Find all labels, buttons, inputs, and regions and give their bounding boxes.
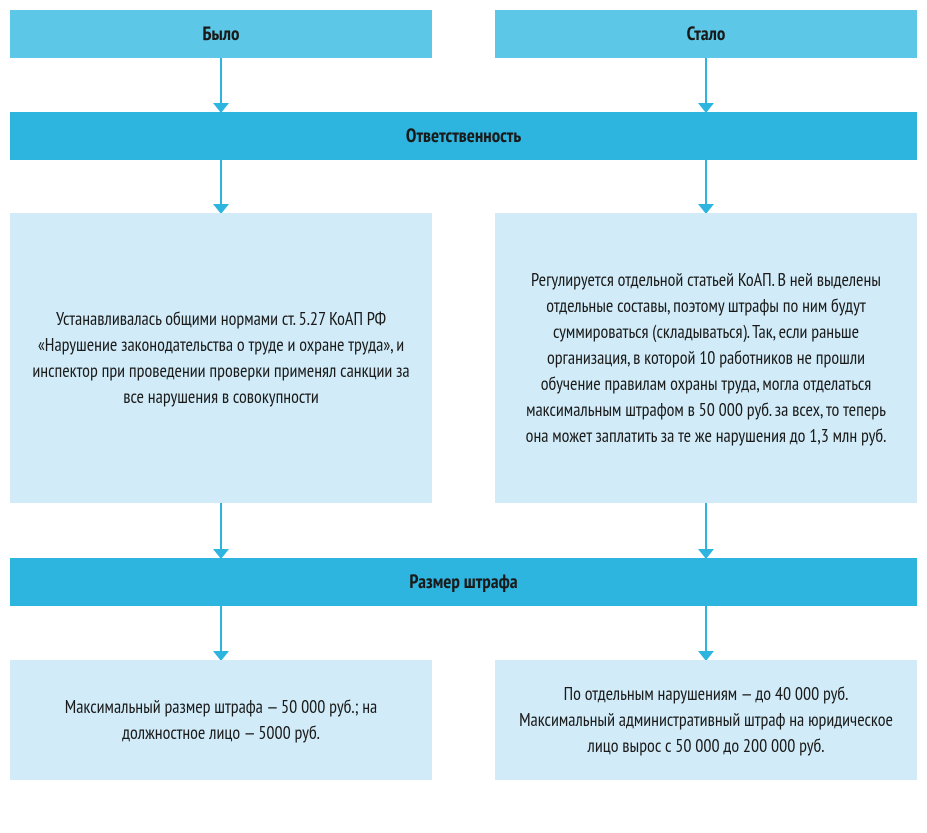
content-resp-left: Устанавливалась общими нормами ст. 5.27 … bbox=[10, 213, 432, 503]
arrow-4-left bbox=[220, 606, 222, 660]
arrow-4-right bbox=[705, 606, 707, 660]
arrow-1-right bbox=[705, 58, 707, 112]
content-fine-left: Максимальный размер штрафа — 50 000 руб.… bbox=[10, 660, 432, 780]
banner-responsibility: Ответственность bbox=[10, 112, 917, 160]
header-left: Было bbox=[10, 10, 432, 58]
header-right: Стало bbox=[495, 10, 917, 58]
arrow-3-right bbox=[705, 503, 707, 558]
arrow-2-left bbox=[220, 160, 222, 213]
content-resp-right: Регулируется отдельной статьей КоАП. В н… bbox=[495, 213, 917, 503]
banner-fine-size: Размер штрафа bbox=[10, 558, 917, 606]
arrow-1-left bbox=[220, 58, 222, 112]
content-fine-right: По отдельным нарушениям — до 40 000 руб.… bbox=[495, 660, 917, 780]
arrow-3-left bbox=[220, 503, 222, 558]
arrow-2-right bbox=[705, 160, 707, 213]
